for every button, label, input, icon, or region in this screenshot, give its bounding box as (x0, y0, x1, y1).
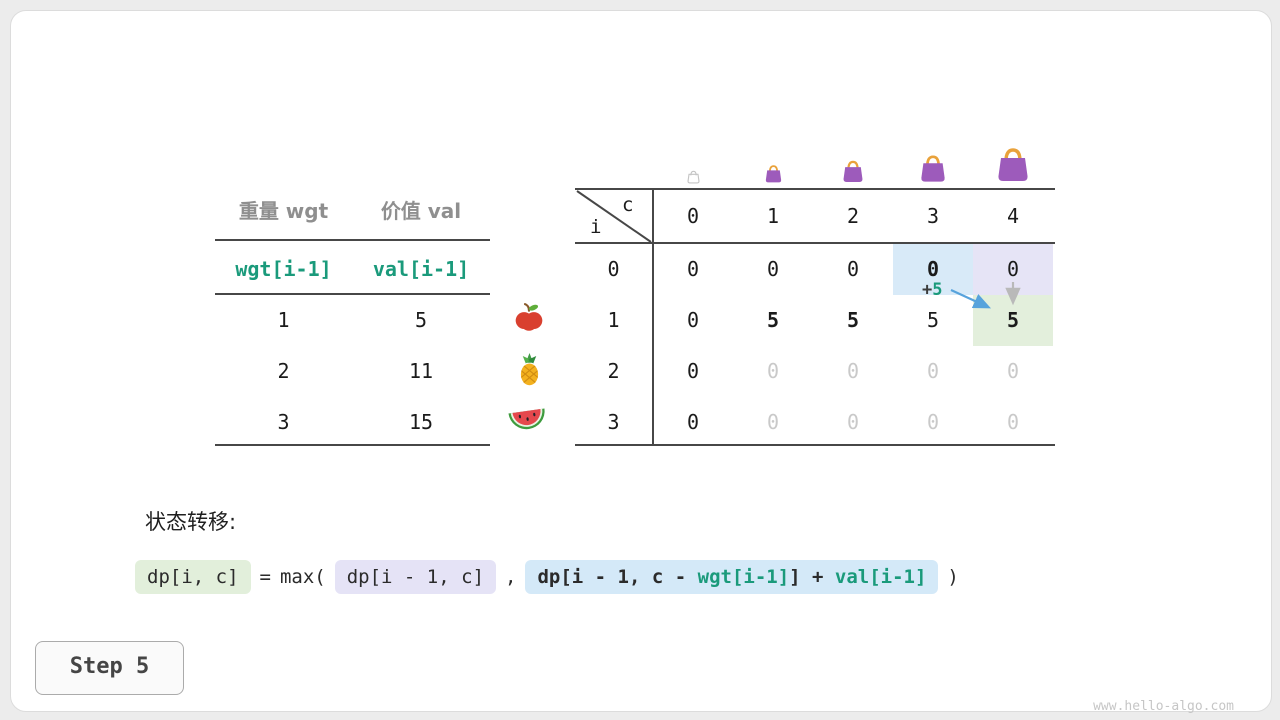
weights-table-header-divider (215, 239, 490, 241)
weights-row-1-wgt: 2 (277, 359, 290, 383)
weights-table-bottom-divider (215, 444, 490, 446)
figure-card (10, 10, 1272, 712)
dp-cell-1-2: 5 (846, 308, 860, 332)
dp-corner-row-label: i (590, 216, 602, 238)
dp-cell-3-4: 0 (1006, 410, 1020, 434)
transition-label: 状态转移: (145, 510, 237, 534)
bag-size3-icon (917, 152, 949, 188)
dp-corner-col-label: c (622, 194, 634, 216)
formula-close: ) (947, 566, 959, 588)
dp-annotation: +5 (922, 280, 943, 300)
dp-cell-0-1: 0 (766, 257, 780, 281)
dp-cell-1-1: 5 (766, 308, 780, 332)
dp-cell-1-0: 0 (686, 308, 700, 332)
pineapple-icon (520, 353, 539, 386)
fruit-row-0 (513, 301, 545, 337)
dp-cell-2-3: 0 (926, 359, 940, 383)
dp-cell-2-2: 0 (846, 359, 860, 383)
weights-row-1-val: 11 (408, 359, 434, 383)
dp-cell-1-4: 5 (973, 295, 1053, 346)
bag-size4-icon (993, 144, 1033, 188)
dp-cell-0-4: 0 (973, 244, 1053, 295)
dp-table-bottom-border (575, 444, 1055, 446)
dp-cell-0-2: 0 (846, 257, 860, 281)
bag-size1-icon (763, 163, 784, 188)
dp-col-header-0: 0 (686, 204, 700, 228)
dp-cell-3-2: 0 (846, 410, 860, 434)
watermark: www.hello-algo.com (1093, 699, 1234, 714)
dp-cell-0-0: 0 (686, 257, 700, 281)
dp-col-header-4: 4 (1006, 204, 1020, 228)
formula-arg2-part2: ] + (789, 566, 835, 588)
dp-row-header-1: 1 (607, 308, 620, 332)
dp-cell-3-1: 0 (766, 410, 780, 434)
dp-cell-3-3: 0 (926, 410, 940, 434)
dp-table-header-border (575, 242, 1055, 244)
formula-max-open: max( (279, 566, 326, 588)
fruit-row-1 (516, 352, 543, 391)
dp-table-vertical-border (652, 188, 654, 446)
apple-icon (515, 303, 543, 331)
formula-arg2-part1: dp[i - 1, c - (537, 566, 698, 588)
step-indicator: Step 5 (35, 641, 184, 695)
dp-cell-0-3: 0 (893, 244, 973, 295)
weights-row-0-wgt: 1 (277, 308, 290, 332)
dp-annotation-plus: + (922, 280, 933, 300)
dp-row-header-2: 2 (607, 359, 620, 383)
weights-col-header-val: 价值 val (380, 199, 462, 223)
dp-table-top-border (575, 188, 1055, 190)
weights-formula-val: val[i-1] (372, 257, 470, 281)
bag-empty-icon (686, 169, 701, 188)
dp-cell-2-1: 0 (766, 359, 780, 383)
fruit-row-2 (506, 405, 550, 438)
formula-comma: , (505, 566, 517, 588)
dp-cell-2-0: 0 (686, 359, 700, 383)
weights-row-2-wgt: 3 (277, 410, 290, 434)
dp-annotation-value: 5 (932, 280, 943, 300)
dp-col-header-3: 3 (926, 204, 940, 228)
formula-arg2-chip: dp[i - 1, c - wgt[i-1]] + val[i-1] (525, 560, 939, 594)
weights-col-header-wgt: 重量 wgt (238, 199, 329, 223)
bag-size2-icon (840, 158, 866, 188)
watermelon-icon (508, 408, 545, 430)
formula-arg2-wgt: wgt[i-1] (697, 566, 790, 588)
dp-cell-2-4: 0 (1006, 359, 1020, 383)
dp-row-header-0: 0 (607, 257, 620, 281)
formula-arg2-val: val[i-1] (834, 566, 927, 588)
dp-col-header-1: 1 (766, 204, 780, 228)
dp-cell-3-0: 0 (686, 410, 700, 434)
weights-row-2-val: 15 (408, 410, 434, 434)
formula-arg1-chip: dp[i - 1, c] (334, 560, 497, 594)
dp-cell-1-3: 5 (926, 308, 940, 332)
dp-row-header-3: 3 (607, 410, 620, 434)
weights-row-0-val: 5 (414, 308, 428, 332)
weights-table-formula-divider (215, 293, 490, 295)
formula-equals: = (259, 566, 271, 588)
weights-formula-wgt: wgt[i-1] (235, 257, 332, 281)
transition-formula: dp[i, c] = max( dp[i - 1, c] , dp[i - 1,… (135, 560, 959, 594)
dp-col-header-2: 2 (846, 204, 860, 228)
formula-lhs-chip: dp[i, c] (135, 560, 251, 594)
